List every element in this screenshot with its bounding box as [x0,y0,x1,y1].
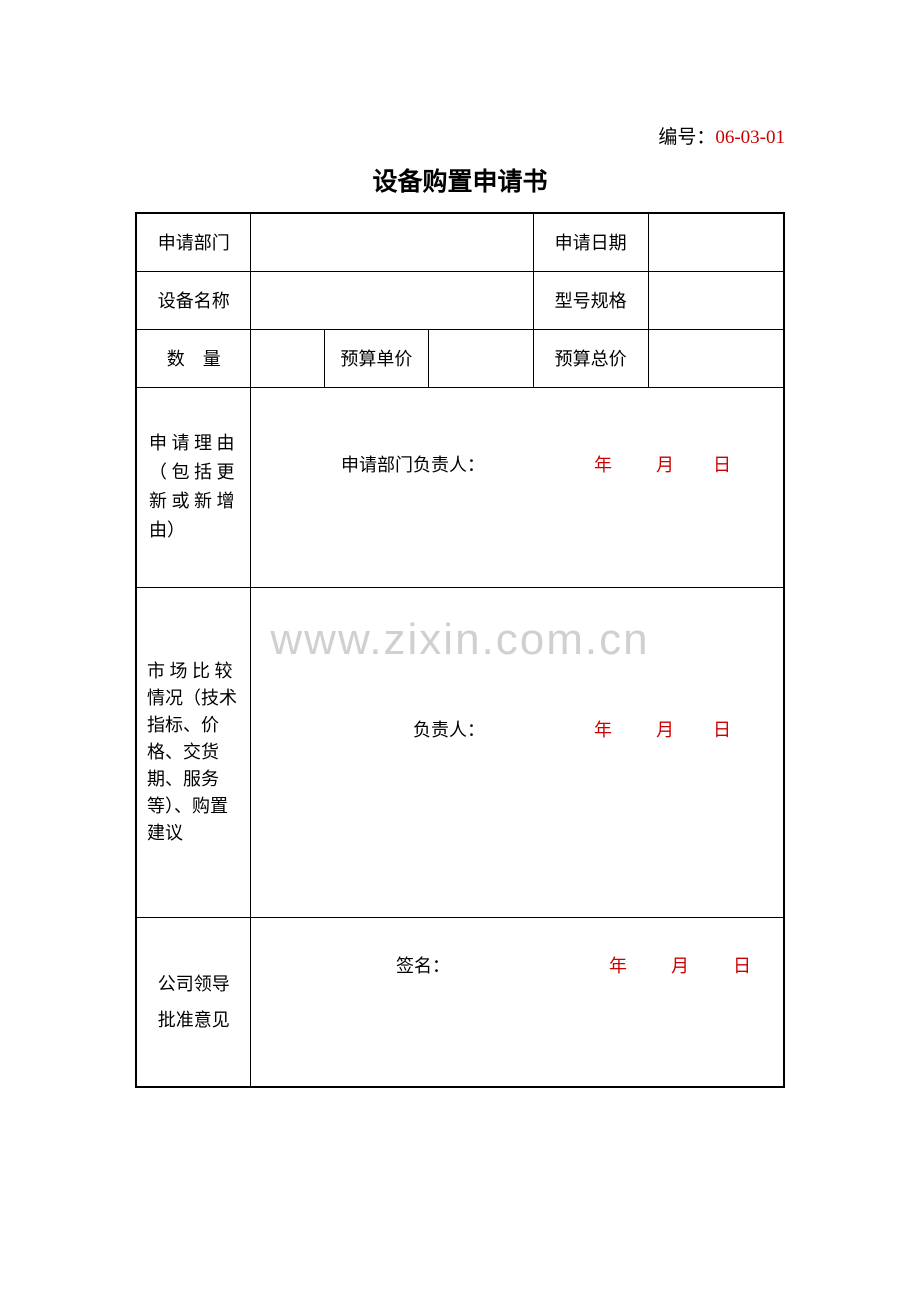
reason-year: 年 [594,455,612,475]
quantity-value-cell [251,329,324,387]
approval-label-line2: 批准意见 [158,1010,230,1030]
approval-label-line1: 公司领导 [158,974,230,994]
table-row: 公司领导 批准意见 签名： 年 月 日 [136,917,784,1087]
approval-label-cell: 公司领导 批准意见 [136,917,251,1087]
dept-label-cell: 申请部门 [136,213,251,271]
approval-day: 日 [733,956,751,976]
reason-value-cell: 申请部门负责人： 年 月 日 [251,387,784,587]
approval-signature-line: 签名： 年 月 日 [251,952,783,978]
unit-price-label-cell: 预算单价 [324,329,429,387]
date-label-cell: 申请日期 [533,213,648,271]
approval-month: 月 [671,956,689,976]
equipment-value-cell [251,271,533,329]
market-day: 日 [713,720,731,740]
market-signature-line: 负责人： 年 月 日 [251,716,783,742]
application-form-table: 申请部门 申请日期 设备名称 型号规格 数 量 预算单价 预算总价 申 请 理 … [135,212,785,1088]
date-value-cell [648,213,784,271]
table-row: 申请部门 申请日期 [136,213,784,271]
table-row: 设备名称 型号规格 [136,271,784,329]
approval-signature-label: 签名： [396,956,450,976]
document-number-value: 06-03-01 [715,127,785,148]
table-row: 数 量 预算单价 预算总价 [136,329,784,387]
approval-value-cell: 签名： 年 月 日 [251,917,784,1087]
market-month: 月 [656,720,674,740]
model-value-cell [648,271,784,329]
market-signature-label: 负责人： [413,720,485,740]
reason-label-cell: 申 请 理 由（ 包 括 更新 或 新 增由） [136,387,251,587]
market-value-cell: 负责人： 年 月 日 [251,587,784,917]
reason-signature-line: 申请部门负责人： 年 月 日 [251,451,783,477]
approval-year: 年 [609,956,627,976]
unit-price-value-cell [429,329,534,387]
model-label-cell: 型号规格 [533,271,648,329]
total-price-label-cell: 预算总价 [533,329,648,387]
table-row: 市 场 比 较情况（技术指标、价格、交货期、服务等）、购置建议 负责人： 年 月… [136,587,784,917]
market-label-cell: 市 场 比 较情况（技术指标、价格、交货期、服务等）、购置建议 [136,587,251,917]
reason-signature-label: 申请部门负责人： [341,455,485,475]
equipment-label-cell: 设备名称 [136,271,251,329]
dept-value-cell [251,213,533,271]
market-year: 年 [594,720,612,740]
reason-month: 月 [656,455,674,475]
table-row: 申 请 理 由（ 包 括 更新 或 新 增由） 申请部门负责人： 年 月 日 [136,387,784,587]
quantity-label-cell: 数 量 [136,329,251,387]
document-number: 编号：06-03-01 [658,122,785,149]
document-title: 设备购置申请书 [0,162,920,198]
total-price-value-cell [648,329,784,387]
document-number-label: 编号： [658,127,715,148]
reason-day: 日 [713,455,731,475]
